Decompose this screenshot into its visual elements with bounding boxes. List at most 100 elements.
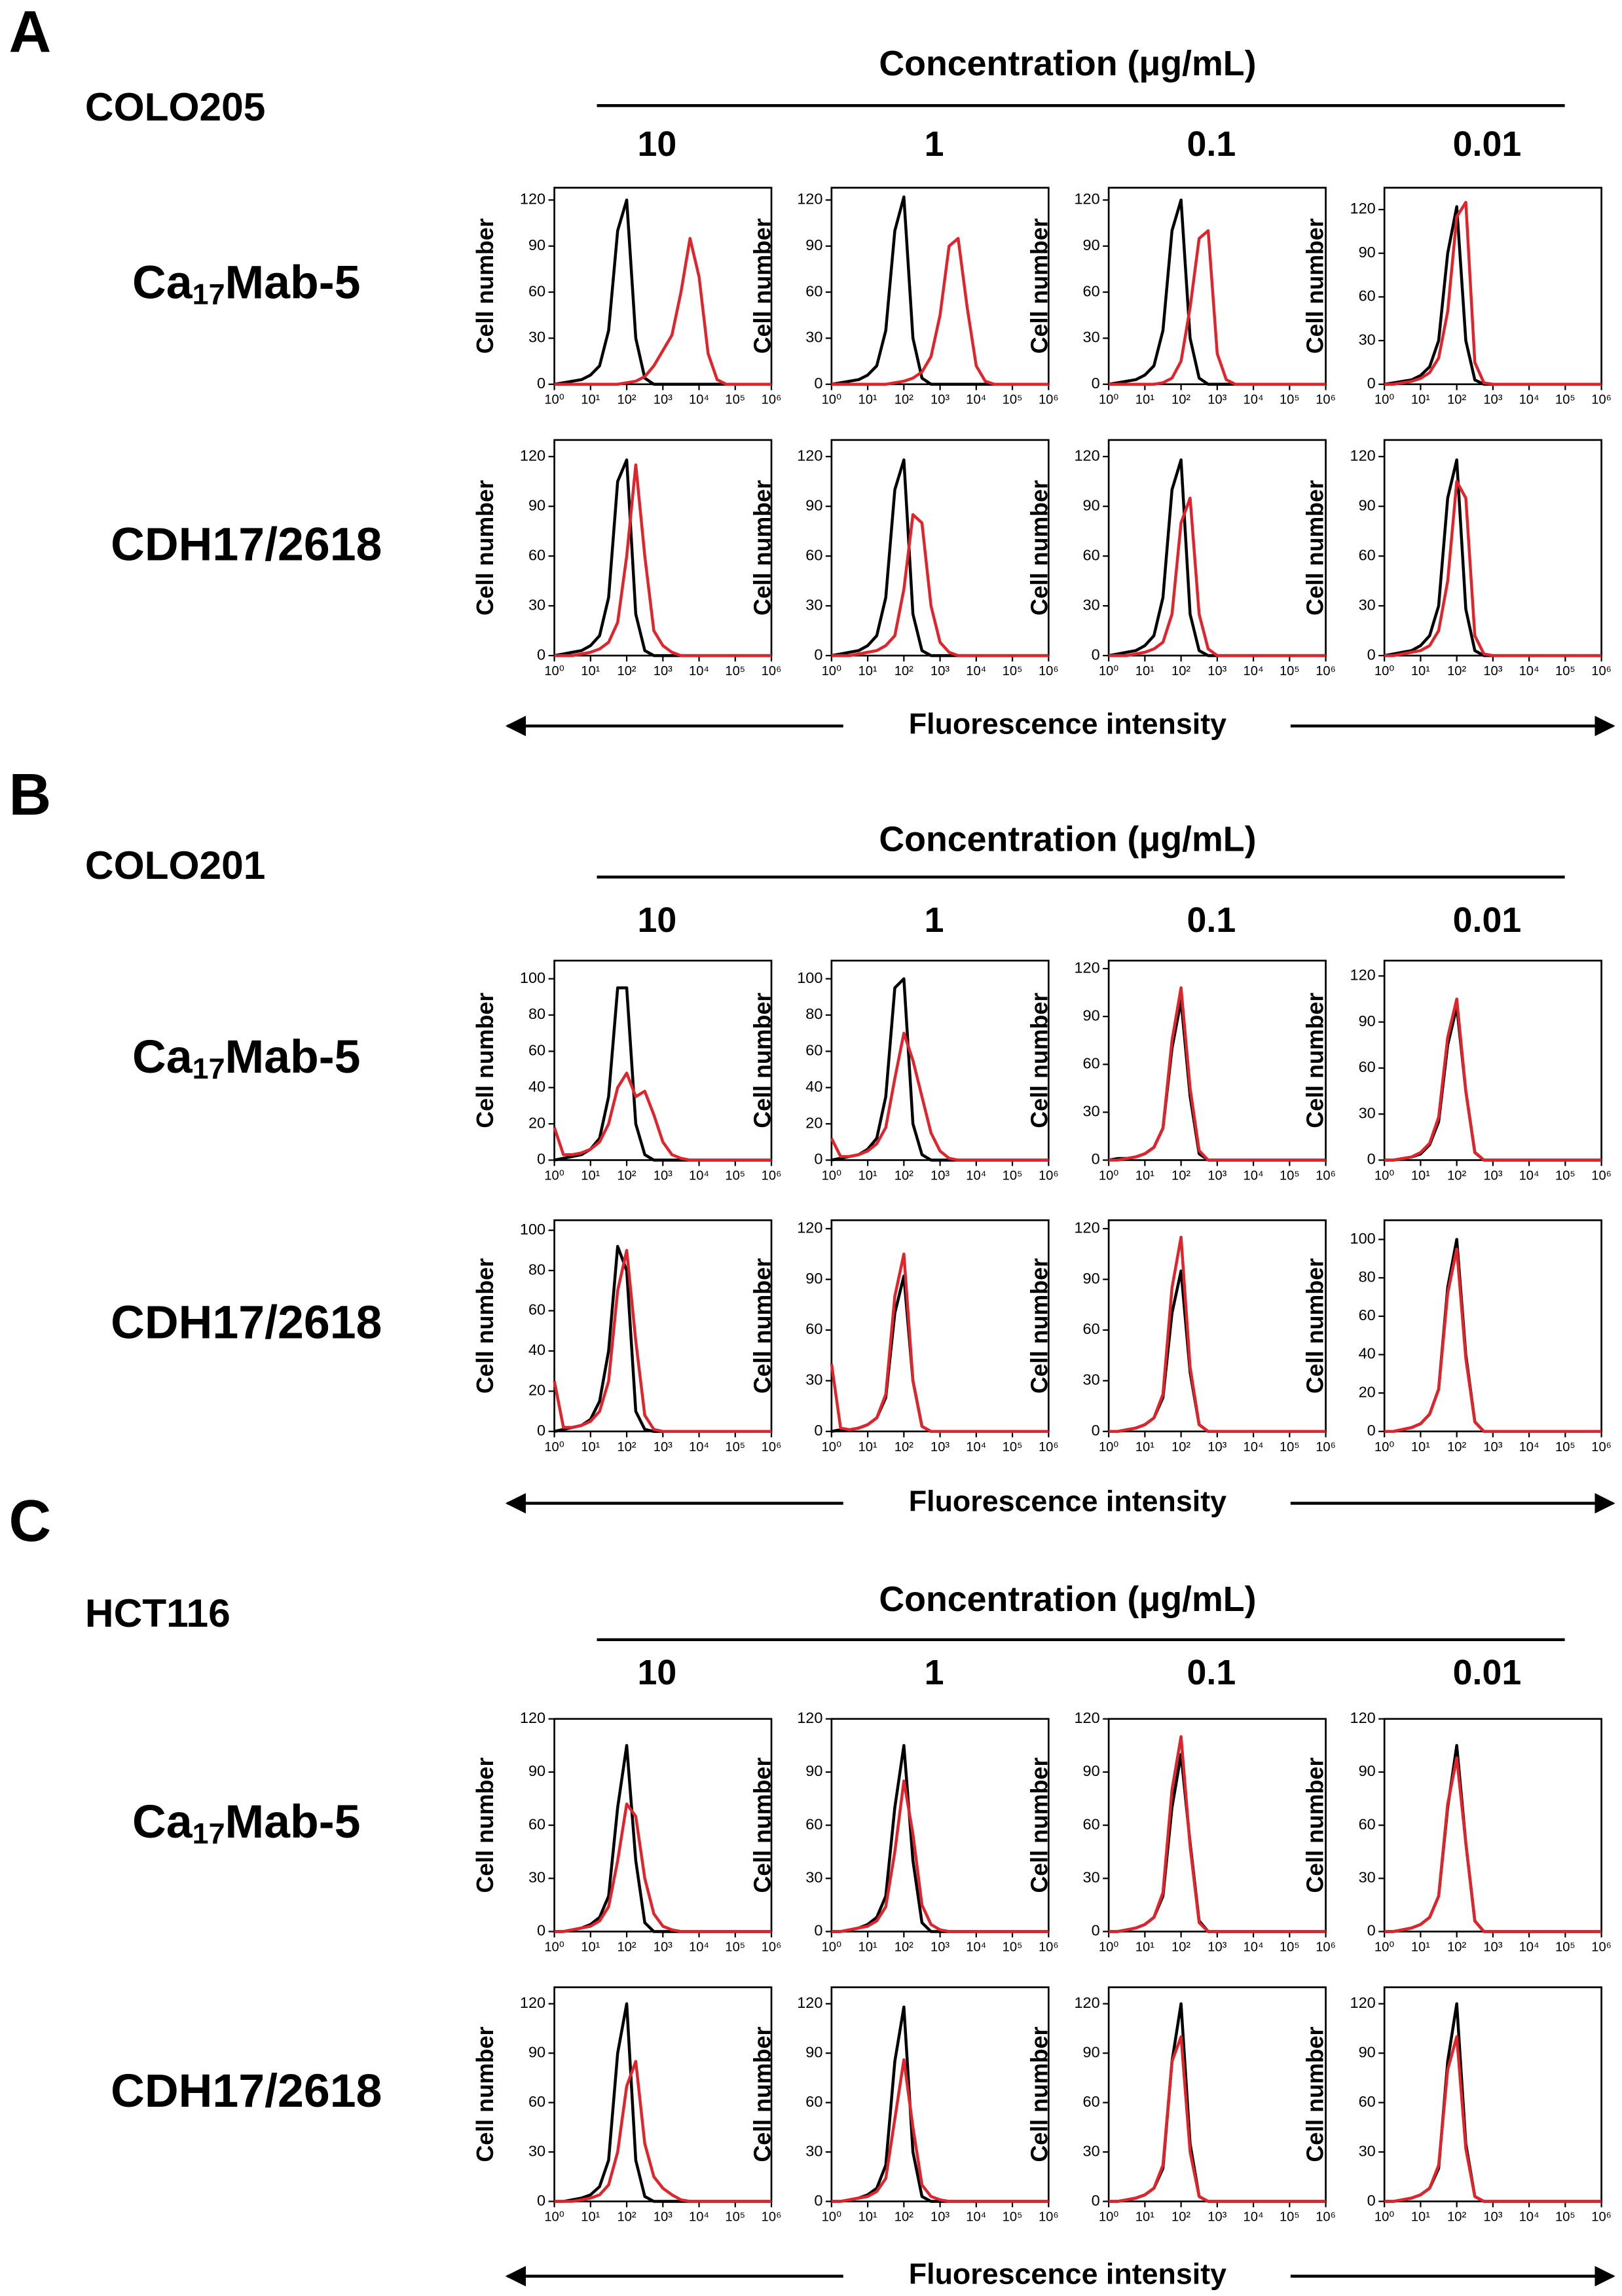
x-tick-label: 10⁴	[689, 393, 709, 407]
plot-frame	[553, 1718, 773, 1933]
y-tick-label: 30	[805, 329, 822, 346]
histogram-line	[1108, 999, 1326, 1162]
y-axis-label: Cell number	[472, 1258, 498, 1394]
y-tick-label: 0	[1367, 1922, 1376, 1939]
x-tick-label: 10⁴	[1519, 2210, 1539, 2225]
y-tick-label: 90	[528, 1762, 545, 1779]
x-tick-label: 10⁴	[966, 1440, 986, 1454]
x-tick-label: 10⁵	[1555, 1440, 1576, 1454]
y-tick-label: 30	[528, 596, 545, 613]
histogram-line	[1384, 458, 1602, 657]
x-tick-label: 10⁵	[1003, 393, 1023, 407]
y-tick-label: 30	[1083, 1868, 1100, 1885]
cell-line: HCT116	[85, 1591, 230, 1635]
y-tick-label: 60	[805, 1320, 822, 1337]
x-tick-label: 10⁴	[1244, 664, 1264, 678]
y-tick-label: 120	[1350, 1994, 1376, 2011]
y-tick-label: 60	[805, 1815, 822, 1832]
histogram-line	[553, 1071, 772, 1162]
y-tick-label: 90	[1359, 244, 1376, 261]
y-tick-label: 0	[537, 1151, 545, 1168]
y-axis-label: Cell number	[472, 2026, 498, 2162]
x-tick-label: 10¹	[581, 393, 600, 407]
y-tick-label: 30	[1083, 2142, 1100, 2159]
x-tick-label: 10⁰	[1099, 1440, 1118, 1454]
panel-letter: C	[9, 1488, 51, 1553]
x-tick-label: 10³	[931, 1440, 949, 1454]
x-tick-label: 10⁵	[725, 1168, 745, 1183]
x-tick-label: 10¹	[1135, 1168, 1154, 1183]
histogram-line	[1384, 1238, 1602, 1434]
y-tick-label: 0	[1367, 1422, 1376, 1439]
concentration-label: 1	[925, 900, 944, 940]
y-axis-label: Cell number	[1302, 1258, 1329, 1394]
y-tick-label: 0	[1092, 2192, 1100, 2209]
histogram-line	[1384, 997, 1602, 1162]
y-tick-label: 120	[520, 1709, 545, 1726]
x-tick-label: 10⁰	[1374, 1168, 1394, 1183]
x-tick-label: 10¹	[858, 2210, 877, 2225]
y-tick-label: 90	[1359, 1762, 1376, 1779]
histogram-line	[1109, 229, 1326, 386]
y-axis-label: Cell number	[472, 993, 498, 1128]
histogram-line	[1384, 1744, 1602, 1933]
x-tick-label: 10²	[894, 1440, 913, 1454]
x-axis-label: Fluorescence intensity	[909, 707, 1226, 740]
y-axis-label: Cell number	[1027, 993, 1053, 1128]
y-tick-label: 120	[797, 447, 822, 464]
x-tick-label: 10³	[1207, 1440, 1226, 1454]
histogram-line	[1109, 986, 1326, 1162]
x-tick-label: 10⁵	[1280, 1940, 1300, 1954]
y-axis-label: Cell number	[749, 218, 775, 354]
y-axis-label: Cell number	[1302, 2026, 1329, 2162]
y-tick-label: 30	[805, 1868, 822, 1885]
x-tick-label: 10³	[931, 393, 949, 407]
y-tick-label: 40	[528, 1078, 545, 1095]
x-tick-label: 10⁰	[1374, 393, 1394, 407]
y-tick-label: 40	[805, 1078, 822, 1095]
y-tick-label: 100	[797, 969, 822, 986]
y-tick-label: 60	[1359, 1815, 1376, 1832]
x-tick-label: 10⁰	[1099, 2210, 1118, 2225]
histogram-line	[554, 1802, 772, 1933]
x-tick-label: 10⁶	[1591, 1168, 1612, 1183]
antibody-label-part: Mab-5	[225, 1031, 360, 1083]
y-tick-label: 60	[528, 282, 545, 299]
histogram-line	[830, 1252, 1049, 1434]
x-tick-label: 10³	[654, 2210, 673, 2225]
y-tick-label: 0	[814, 2192, 822, 2209]
histogram-line	[1108, 458, 1326, 657]
x-tick-label: 10⁶	[1039, 1440, 1059, 1454]
antibody-label-part: CDH17/2618	[111, 2065, 382, 2117]
x-tick-label: 10⁶	[1039, 1940, 1059, 1954]
y-tick-label: 90	[1083, 1270, 1100, 1287]
x-tick-label: 10⁵	[1003, 664, 1023, 678]
x-tick-label: 10¹	[1135, 2210, 1154, 2225]
panel-letter: A	[9, 0, 51, 65]
x-tick-label: 10²	[894, 393, 913, 407]
x-tick-label: 10¹	[1135, 1940, 1154, 1954]
x-tick-label: 10²	[1171, 664, 1190, 678]
x-tick-label: 10⁴	[1519, 393, 1539, 407]
x-tick-label: 10⁰	[544, 1440, 564, 1454]
y-tick-label: 60	[805, 546, 822, 563]
y-tick-label: 100	[1350, 1230, 1376, 1247]
x-tick-label: 10¹	[581, 1940, 600, 1954]
antibody-label-part: 17	[193, 1052, 225, 1085]
x-tick-label: 10¹	[581, 2210, 600, 2225]
y-axis-label: Cell number	[1302, 1758, 1329, 1893]
plot-frame	[1107, 1718, 1327, 1933]
x-axis-label: Fluorescence intensity	[909, 2258, 1226, 2291]
concentration-label: 10	[637, 1653, 676, 1692]
histogram-line	[1384, 205, 1602, 386]
x-tick-label: 10⁶	[762, 1440, 782, 1454]
y-axis-label: Cell number	[472, 218, 498, 354]
x-tick-label: 10⁵	[1280, 2210, 1300, 2225]
x-tick-label: 10³	[1207, 1940, 1226, 1954]
x-tick-label: 10³	[654, 1940, 673, 1954]
x-tick-label: 10⁴	[1519, 1168, 1539, 1183]
y-axis-label: Cell number	[749, 480, 775, 616]
histogram-line	[1384, 200, 1602, 386]
x-tick-label: 10²	[617, 1168, 636, 1183]
concentration-label: 0.1	[1187, 900, 1236, 940]
